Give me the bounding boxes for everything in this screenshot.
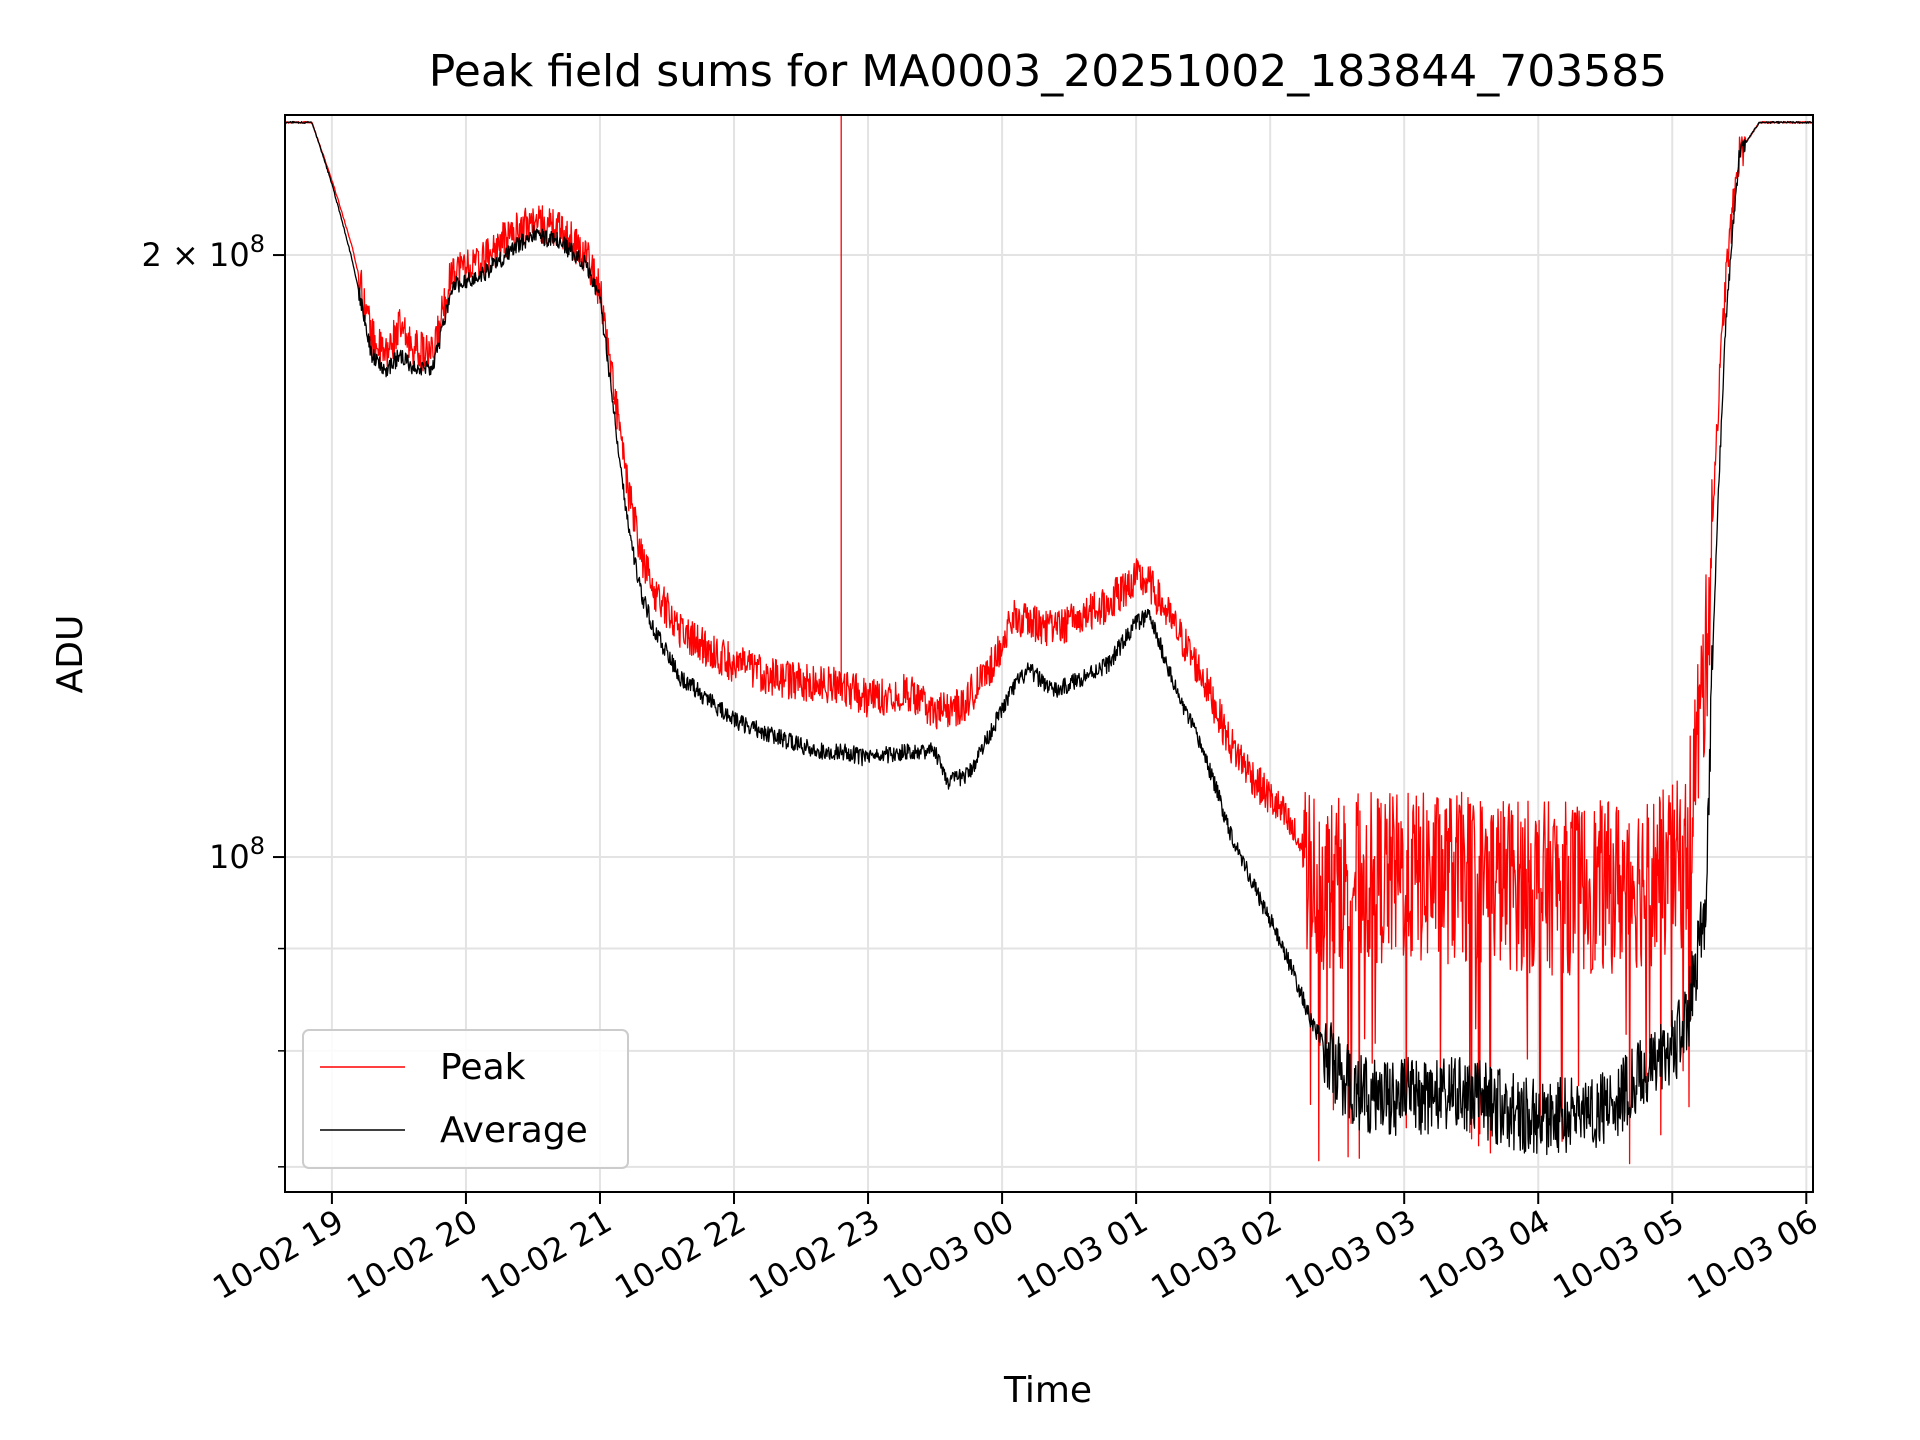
y-axis-label: ADU [50,615,91,694]
y-axis: 108 2 × 108 [141,230,285,1168]
chart-title: Peak field sums for MA0003_20251002_1838… [429,46,1667,97]
legend-label-average: Average [440,1110,588,1151]
legend: Peak Average [302,1029,629,1169]
y-tick-label: 2 × 108 [141,230,265,274]
plot-frame [284,114,1814,1193]
series-line-peak [284,115,1814,1165]
x-axis-label: Time [1003,1370,1092,1411]
series-line-average [284,120,1814,1156]
plot-lines [284,115,1814,1165]
legend-box [302,1029,629,1169]
legend-label-peak: Peak [440,1047,526,1088]
y-tick-label: 108 [209,832,265,876]
